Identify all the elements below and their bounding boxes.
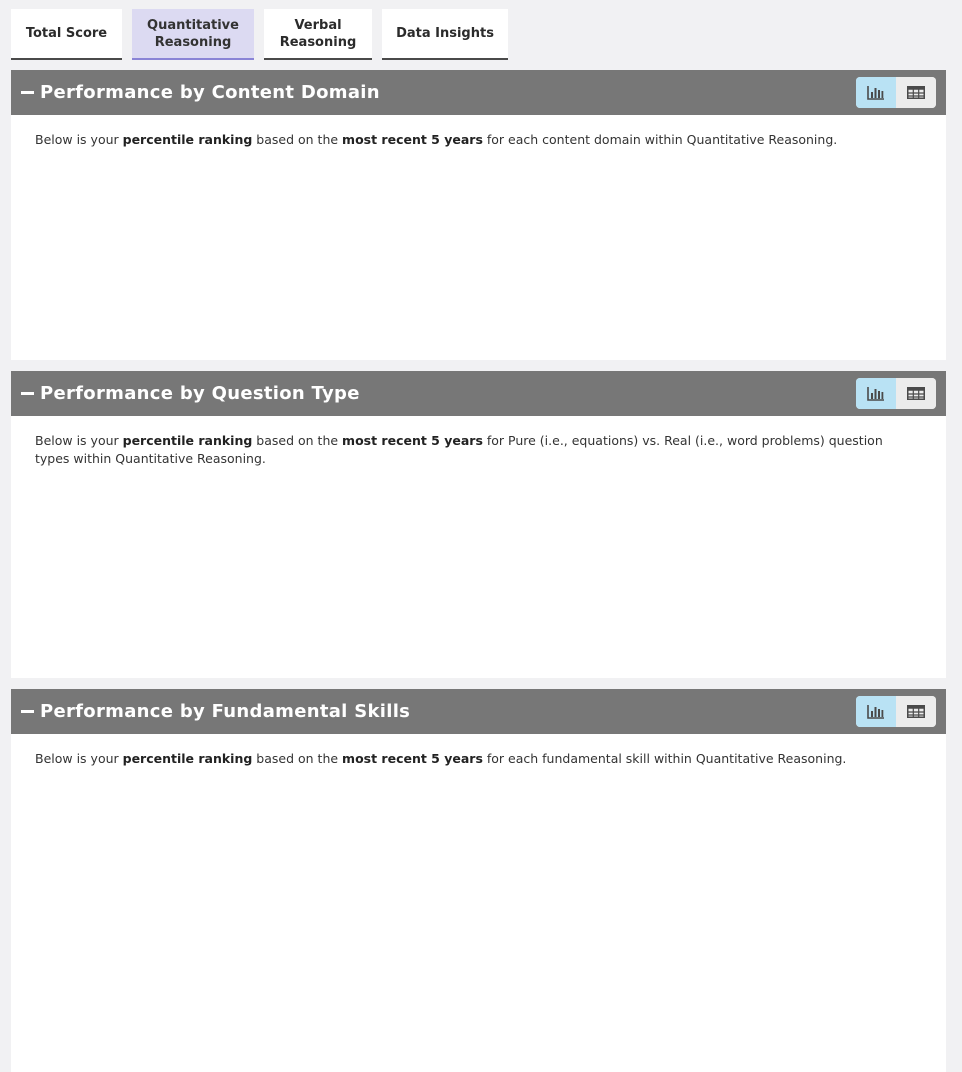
panel-description: Below is your percentile ranking based o…: [35, 132, 838, 147]
table-grid-icon: [907, 86, 925, 99]
bar-chart-icon: [867, 386, 884, 401]
content-domain-panel: Performance by Content Domain Arithmetic…: [11, 70, 946, 360]
panel-title: Performance by Question Type: [40, 383, 360, 404]
panel-title: Performance by Fundamental Skills: [40, 701, 411, 722]
fundamental-skills-panel: Performance by Fundamental Skills Rates/…: [11, 689, 946, 1072]
bar-chart-icon: [867, 85, 884, 100]
table-view-button[interactable]: [896, 696, 936, 727]
question-type-panel: Performance by Question Type Pure Contex…: [11, 371, 946, 678]
table-view-button[interactable]: [896, 77, 936, 108]
tab-data-insights[interactable]: Data Insights: [382, 9, 508, 60]
chart-view-button[interactable]: Pure Contextsi56thReal Contextsi72nd0204…: [856, 378, 896, 409]
table-grid-icon: [907, 705, 925, 718]
panel-title: Performance by Content Domain: [40, 82, 380, 103]
view-toggle: Rates/Ratios/Percenti100thValue/Order/Fa…: [856, 696, 936, 727]
tab-label: Verbal Reasoning: [279, 17, 357, 50]
panel-description: Below is your percentile ranking based o…: [35, 433, 883, 466]
tab-quantitative-reasoning[interactable]: Quantitative Reasoning: [132, 9, 254, 60]
panel-header[interactable]: Performance by Question Type Pure Contex…: [11, 371, 946, 416]
chart-view-button[interactable]: Arithmetici63rdAlgebrai61st020406080100Y…: [856, 77, 896, 108]
table-view-button[interactable]: [896, 378, 936, 409]
tab-label: Total Score: [25, 26, 108, 41]
view-toggle: Arithmetici63rdAlgebrai61st020406080100Y…: [856, 77, 936, 108]
table-grid-icon: [907, 387, 925, 400]
panel-header[interactable]: Performance by Content Domain Arithmetic…: [11, 70, 946, 115]
minus-icon[interactable]: [21, 392, 34, 395]
tab-label: Data Insights: [396, 26, 494, 41]
tab-verbal-reasoning[interactable]: Verbal Reasoning: [264, 9, 372, 60]
panel-description: Below is your percentile ranking based o…: [35, 751, 847, 766]
minus-icon[interactable]: [21, 91, 34, 94]
panel-header[interactable]: Performance by Fundamental Skills Rates/…: [11, 689, 946, 734]
tab-label: Quantitative Reasoning: [147, 17, 239, 50]
tab-total-score[interactable]: Total Score: [11, 9, 122, 60]
minus-icon[interactable]: [21, 710, 34, 713]
view-toggle: Pure Contextsi56thReal Contextsi72nd0204…: [856, 378, 936, 409]
bar-chart-icon: [867, 704, 884, 719]
chart-view-button[interactable]: Rates/Ratios/Percenti100thValue/Order/Fa…: [856, 696, 896, 727]
